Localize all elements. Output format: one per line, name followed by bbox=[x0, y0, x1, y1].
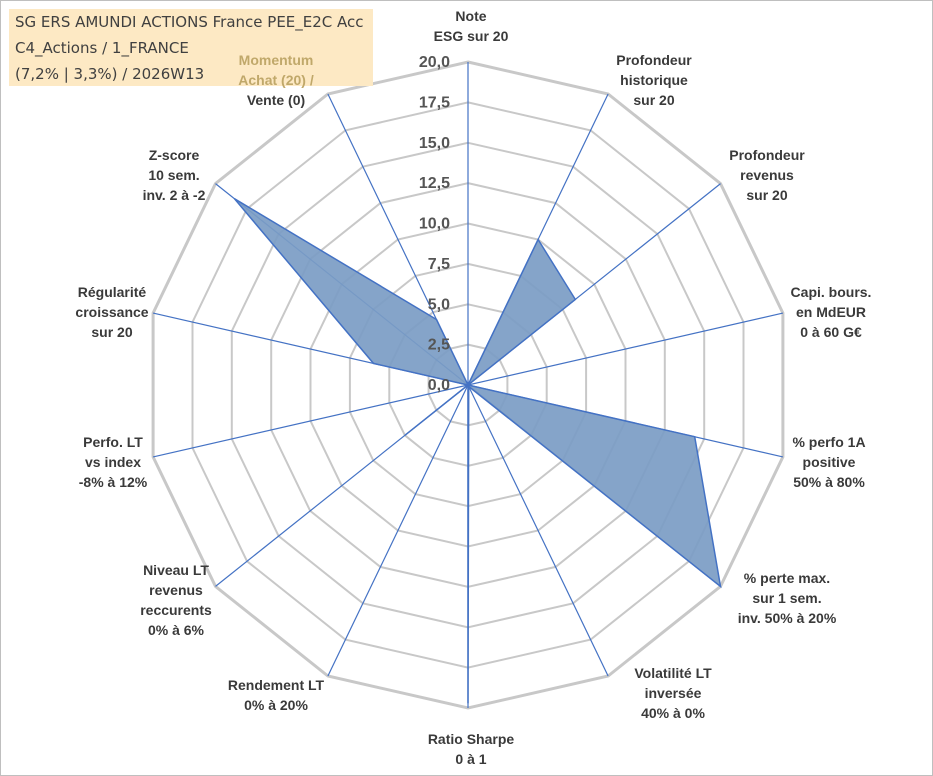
data-series-area bbox=[233, 198, 722, 704]
axis-label-line: 0% à 20% bbox=[244, 697, 308, 713]
axis-label-line: Capi. bours. bbox=[790, 284, 872, 300]
axis-label-10: Perfo. LT vs index -8% à 12% bbox=[79, 432, 147, 492]
axis-label-line: sur 1 sem. bbox=[752, 590, 822, 606]
r-tick-label: 0,0 bbox=[428, 377, 450, 394]
axis-label-line: ESG sur 20 bbox=[433, 28, 509, 44]
axis-label-line: Rendement LT bbox=[227, 677, 325, 693]
axis-label-line: Volatilité LT bbox=[634, 665, 712, 681]
r-tick-label: 5,0 bbox=[428, 296, 450, 313]
axis-label-11: Régularité croissance sur 20 bbox=[75, 282, 148, 342]
axis-label-line: % perte max. bbox=[743, 570, 831, 586]
axis-label-line: sur 20 bbox=[746, 187, 788, 203]
axis-label-line: historique bbox=[620, 72, 688, 88]
axis-label-line: 10 sem. bbox=[148, 167, 200, 183]
axis-label-line: 0 à 60 G€ bbox=[800, 324, 862, 340]
axis-label-9: Niveau LT revenus reccurents 0% à 6% bbox=[140, 560, 212, 640]
axis-label-0: Note ESG sur 20 bbox=[434, 6, 509, 46]
axis-label-line: 0 à 1 bbox=[455, 751, 487, 767]
r-tick-label: 12,5 bbox=[419, 175, 450, 192]
r-tick-label: 17,5 bbox=[419, 94, 450, 111]
axis-label-line: Momentum bbox=[238, 52, 314, 68]
axis-label-line: revenus bbox=[740, 167, 794, 183]
r-tick-label: 10,0 bbox=[419, 216, 450, 233]
axis-label-line: Note bbox=[455, 8, 487, 24]
title-line-2: C4_Actions / 1_FRANCE bbox=[15, 39, 189, 57]
axis-label-line: Perfo. LT bbox=[83, 434, 143, 450]
axis-label-line: reccurents bbox=[140, 602, 212, 618]
axis-label-line: 0% à 6% bbox=[147, 622, 205, 638]
axis-label-line: 50% à 80% bbox=[793, 474, 865, 490]
axis-label-line: Profondeur bbox=[616, 52, 692, 68]
r-tick-label: 7,5 bbox=[428, 256, 450, 273]
title-line-3: (7,2% | 3,3%) / 2026W13 bbox=[15, 65, 205, 83]
spoke-8 bbox=[327, 384, 469, 677]
axis-label-7: Ratio Sharpe 0 à 1 bbox=[428, 729, 514, 769]
axis-label-line: Ratio Sharpe bbox=[427, 731, 515, 747]
axis-label-line: Vente (0) bbox=[246, 92, 306, 108]
title-line-1: SG ERS AMUNDI ACTIONS France PEE_E2C Acc bbox=[15, 13, 364, 31]
axis-label-line: Niveau LT bbox=[143, 562, 209, 578]
axis-label-1: Profondeur historique sur 20 bbox=[616, 50, 691, 110]
axis-label-line: croissance bbox=[75, 304, 149, 320]
axis-label-line: inv. 50% à 20% bbox=[737, 610, 837, 626]
axis-label-line: Achat (20) / bbox=[238, 72, 314, 88]
axis-label-3: Capi. bours. en MdEUR 0 à 60 G€ bbox=[791, 282, 872, 342]
axis-label-4: % perfo 1A positive 50% à 80% bbox=[792, 432, 865, 492]
spoke-10 bbox=[152, 384, 469, 458]
axis-label-line: inversée bbox=[644, 685, 702, 701]
axis-label-line: inv. 2 à -2 bbox=[142, 187, 206, 203]
axis-label-2: Profondeur revenus sur 20 bbox=[729, 145, 804, 205]
axis-label-13: Momentum Achat (20) / Vente (0) bbox=[238, 50, 313, 110]
r-tick-label: 2,5 bbox=[428, 337, 450, 354]
axis-label-5: % perte max. sur 1 sem. inv. 50% à 20% bbox=[738, 568, 837, 628]
axis-label-8: Rendement LT 0% à 20% bbox=[228, 675, 324, 715]
spoke-3 bbox=[467, 312, 784, 386]
axis-label-line: Régularité bbox=[77, 284, 147, 300]
axis-label-line: Z-score bbox=[148, 147, 200, 163]
axis-label-line: revenus bbox=[149, 582, 203, 598]
spoke-6 bbox=[467, 384, 609, 677]
chart-title-box: SG ERS AMUNDI ACTIONS France PEE_E2C Acc… bbox=[9, 9, 373, 86]
axis-label-line: sur 20 bbox=[633, 92, 675, 108]
axis-label-line: 40% à 0% bbox=[641, 705, 705, 721]
r-tick-label: 20,0 bbox=[419, 54, 450, 71]
axis-label-line: sur 20 bbox=[91, 324, 133, 340]
axis-label-6: Volatilité LT inversée 40% à 0% bbox=[634, 663, 711, 723]
axis-label-12: Z-score 10 sem. inv. 2 à -2 bbox=[143, 145, 206, 205]
axis-label-line: Profondeur bbox=[729, 147, 805, 163]
axis-label-line: en MdEUR bbox=[796, 304, 866, 320]
axis-label-line: vs index bbox=[84, 454, 142, 470]
axis-label-line: positive bbox=[802, 454, 856, 470]
axis-label-line: % perfo 1A bbox=[792, 434, 866, 450]
axis-label-line: -8% à 12% bbox=[78, 474, 148, 490]
r-tick-label: 15,0 bbox=[419, 135, 450, 152]
